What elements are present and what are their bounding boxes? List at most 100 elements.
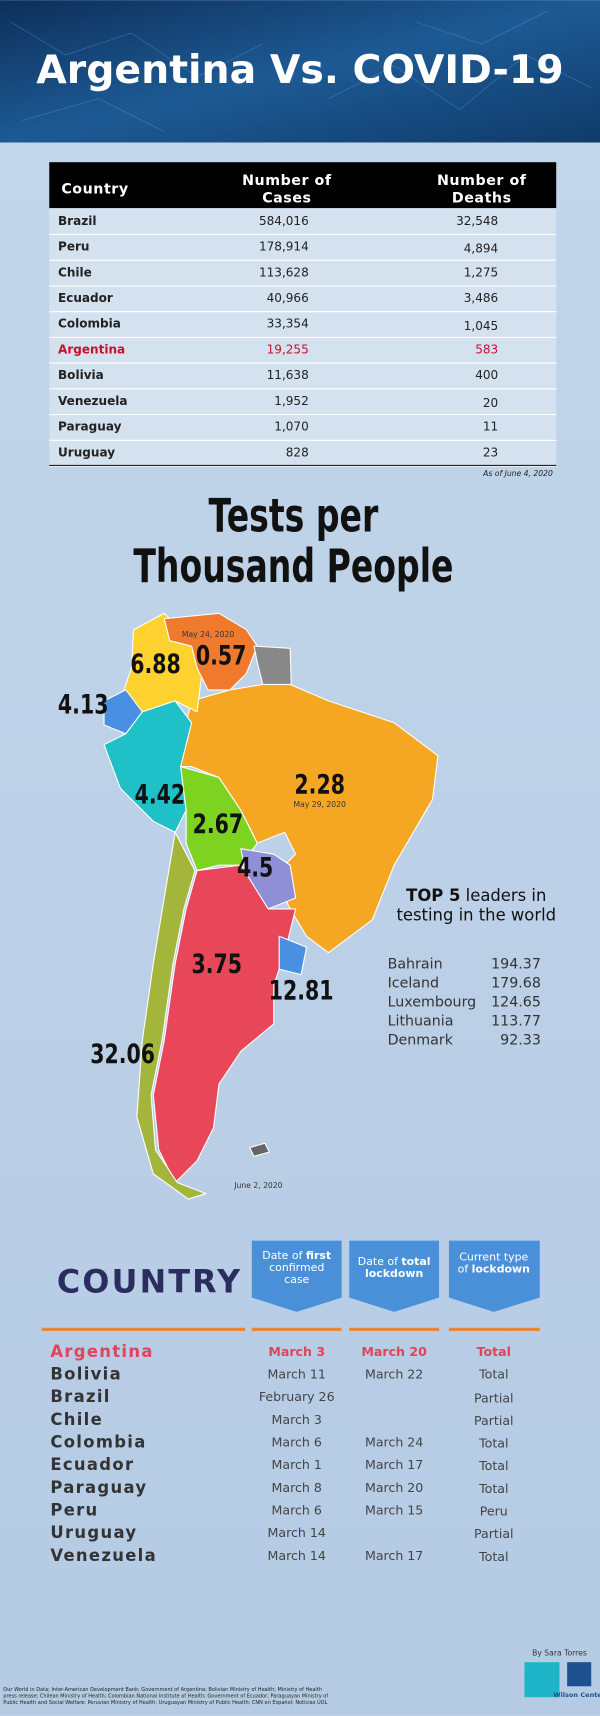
deaths-value: 20: [483, 396, 498, 410]
country-name: Colombia: [58, 317, 121, 331]
table-header: [49, 162, 557, 209]
deaths-value: 3,486: [464, 291, 498, 305]
sources-line: Public Health and Social Welfare; Peruvi…: [3, 1700, 327, 1706]
map-title: Thousand People: [133, 541, 453, 594]
text-segment: total: [401, 1255, 430, 1268]
column-header: of lockdown: [458, 1263, 530, 1276]
text-segment: confirmed: [269, 1261, 324, 1274]
test-rate-label: 6.88: [130, 649, 181, 680]
top5-country: Iceland: [388, 976, 439, 992]
country-name: Argentina: [50, 1342, 153, 1361]
deaths-value: 1,275: [464, 265, 498, 279]
venezuela-shape: [163, 612, 258, 691]
top5-value: 124.65: [491, 995, 541, 1011]
timeline-cell: Peru: [480, 1504, 508, 1519]
page-title: Argentina Vs. COVID-19: [36, 47, 563, 93]
timeline-cell: March 20: [365, 1480, 423, 1495]
network-decoration: [10, 10, 592, 132]
cases-value: 1,952: [274, 394, 308, 408]
brazil-shape: [174, 683, 439, 954]
cases-value: 178,914: [259, 240, 309, 254]
top5-value: 194.37: [491, 957, 541, 973]
top5-value: 179.68: [491, 976, 541, 992]
column-header: Date of first: [262, 1249, 331, 1262]
text-segment: lockdown: [365, 1267, 423, 1280]
text-segment: Date of: [262, 1249, 306, 1262]
timeline-cell: March 22: [365, 1367, 423, 1382]
map-title: Tests per: [209, 490, 379, 543]
test-rate-label: 3.75: [192, 949, 243, 980]
header-box: [448, 1240, 540, 1312]
credit: By Sara Torres: [532, 1648, 587, 1657]
timeline-cell: March 17: [365, 1457, 423, 1472]
deaths-value: 583: [475, 342, 498, 356]
date-note: May 24, 2020: [182, 630, 234, 639]
timeline-heading: COUNTRY: [57, 1264, 242, 1300]
test-rate-label: 32.06: [90, 1038, 155, 1069]
country-name: Bolivia: [58, 368, 104, 382]
text-segment: lockdown: [472, 1263, 530, 1276]
timeline-cell: March 20: [361, 1344, 427, 1359]
test-rate-label: 2.28: [294, 769, 345, 800]
text-segment: Date of: [358, 1255, 402, 1268]
text-segment: testing in the world: [396, 905, 556, 924]
timeline-cell: Total: [478, 1436, 508, 1451]
text-segment: of: [458, 1263, 472, 1276]
timeline-cell: March 17: [365, 1548, 423, 1563]
cases-value: 33,354: [267, 317, 309, 331]
column-header: Current type: [459, 1251, 528, 1264]
date-note: June 2, 2020: [233, 1181, 282, 1190]
cases-value: 828: [286, 445, 309, 459]
country-name: Bolivia: [50, 1365, 122, 1384]
timeline-cell: Partial: [474, 1413, 514, 1428]
argentina-shape: [152, 864, 297, 1184]
cases-value: 19,255: [267, 342, 309, 356]
program-logo: [524, 1662, 560, 1698]
country-name: Venezuela: [58, 394, 128, 408]
country-name: Ecuador: [58, 291, 113, 305]
country-name: Uruguay: [50, 1523, 137, 1542]
text-segment: Current type: [459, 1251, 528, 1264]
country-name: Paraguay: [58, 420, 122, 434]
column-header: Cases: [262, 190, 311, 206]
table-note: As of June 4, 2020: [482, 469, 553, 478]
timeline-cell: Total: [478, 1367, 508, 1382]
sources-line: press release; Chilean Ministry of Healt…: [3, 1694, 328, 1700]
sources-line: Our World in Data; Inter-American Develo…: [3, 1687, 322, 1693]
wilson-logo: [567, 1662, 592, 1687]
timeline-cell: Partial: [474, 1390, 514, 1405]
timeline-cell: Total: [478, 1481, 508, 1496]
top5-country: Bahrain: [388, 957, 443, 973]
deaths-value: 4,894: [464, 242, 498, 256]
timeline-cell: March 14: [268, 1525, 326, 1540]
country-name: Chile: [50, 1410, 103, 1429]
country-name: Chile: [58, 265, 92, 279]
country-name: Colombia: [50, 1433, 146, 1452]
timeline-cell: Total: [477, 1344, 511, 1359]
timeline-cell: Total: [478, 1458, 508, 1473]
timeline-cell: March 14: [268, 1548, 326, 1563]
text-segment: leaders in: [460, 885, 546, 904]
test-rate-label: 2.67: [193, 808, 244, 839]
guianas-shape: [253, 645, 292, 686]
map: [103, 612, 439, 1200]
top5-value: 113.77: [491, 1014, 541, 1030]
deaths-value: 1,045: [464, 319, 498, 333]
header-box: [349, 1240, 440, 1312]
timeline-cell: March 15: [365, 1502, 423, 1517]
column-header: lockdown: [365, 1267, 423, 1280]
logo-text: Wilson Center: [553, 1691, 600, 1699]
text-segment: case: [284, 1273, 309, 1286]
country-name: Peru: [58, 240, 89, 254]
text-segment: first: [306, 1249, 331, 1262]
uruguay-shape: [278, 935, 308, 976]
cases-value: 1,070: [274, 420, 308, 434]
timeline-cell: March 3: [272, 1412, 322, 1427]
chile-shape: [136, 831, 207, 1200]
timeline-cell: Partial: [474, 1526, 514, 1541]
top5-title: testing in the world: [396, 905, 556, 924]
country-name: Ecuador: [50, 1455, 134, 1474]
bolivia-shape: [180, 766, 258, 872]
column-header: Country: [61, 182, 129, 198]
